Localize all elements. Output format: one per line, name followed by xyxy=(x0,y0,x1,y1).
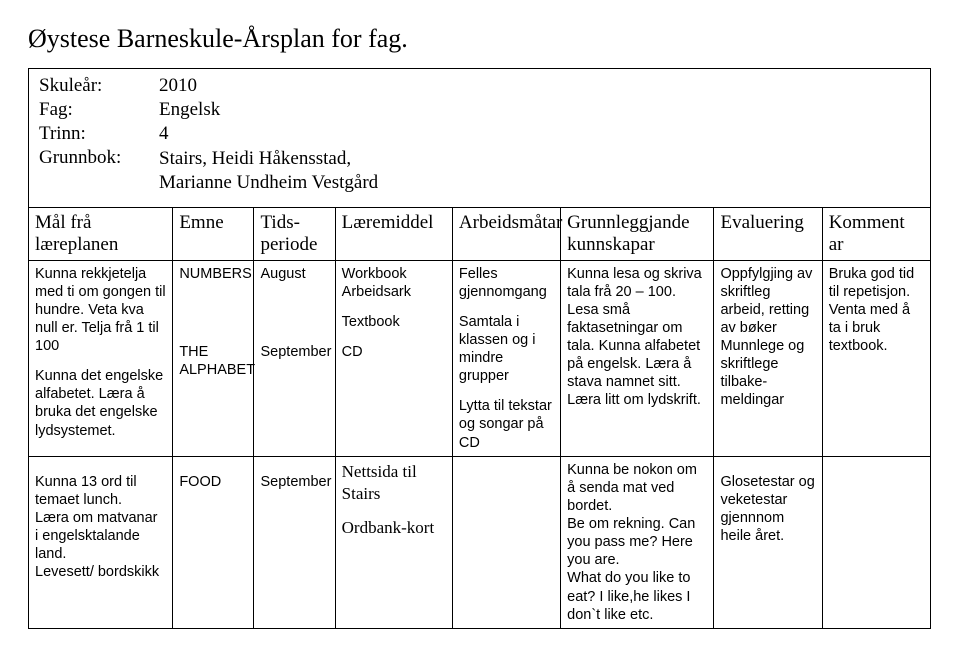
cell-emne-2: FOOD xyxy=(173,456,254,628)
laere2-b: Ordbank-kort xyxy=(342,517,446,539)
th-komm-l2: ar xyxy=(829,234,844,255)
plan-table: Mål frå læreplanen Emne Tids- periode Læ… xyxy=(28,207,931,629)
table-row: Kunna 13 ord til temaet lunch. Læra om m… xyxy=(29,456,931,628)
th-tids-l1: Tids- xyxy=(260,212,299,233)
meta-block: Skuleår: 2010 Fag: Engelsk Trinn: 4 Grun… xyxy=(28,68,931,207)
arb1-c: Lytta til tekstar og songar på CD xyxy=(459,397,554,451)
tids2: September xyxy=(260,473,328,491)
th-evaluering: Evaluering xyxy=(714,207,822,260)
arb1-b: Samtala i klassen og i mindre grupper xyxy=(459,313,554,386)
th-komment: Komment ar xyxy=(822,207,930,260)
table-header-row: Mål frå læreplanen Emne Tids- periode Læ… xyxy=(29,207,931,260)
meta-value-trinn: 4 xyxy=(159,123,169,145)
maal1-text-b: Kunna det engelske alfabetet. Læra å bru… xyxy=(35,367,166,440)
grunn2-a: Kunna be nokon om å senda mat ved bordet… xyxy=(567,461,707,515)
table-row: Kunna rekkjetelja med ti om gongen til h… xyxy=(29,260,931,456)
th-arbeidsmatar: Arbeidsmåtar xyxy=(452,207,560,260)
th-maal: Mål frå læreplanen xyxy=(29,207,173,260)
th-grunn: Grunnleggjande kunnskapar xyxy=(561,207,714,260)
meta-label-grunnbok: Grunnbok: xyxy=(39,147,159,195)
emne1-a: NUMBERS xyxy=(179,265,247,283)
arb1-a: Felles gjennomgang xyxy=(459,265,554,301)
cell-maal-1: Kunna rekkjetelja med ti om gongen til h… xyxy=(29,260,173,456)
tids1-a: August xyxy=(260,265,328,283)
maal2-b: Læra om matvanar xyxy=(35,509,166,527)
eval2: Glosetestar og veketestar gjennnom heile… xyxy=(720,473,815,546)
meta-value-skulear: 2010 xyxy=(159,75,197,97)
komm1: Bruka god tid til repetisjon. Venta med … xyxy=(829,265,924,356)
grunn2-b: Be om rekning. Can you pass me? Here you… xyxy=(567,515,707,569)
grunnbok-line1: Stairs, Heidi Håkensstad, xyxy=(159,148,351,169)
cell-emne-1: NUMBERS THE ALPHABET xyxy=(173,260,254,456)
laere1-b: Arbeidsark xyxy=(342,283,446,301)
laere1-a: Workbook xyxy=(342,265,446,283)
cell-arb-1: Felles gjennomgang Samtala i klassen og … xyxy=(452,260,560,456)
th-tids-l2: periode xyxy=(260,234,317,255)
th-tids: Tids- periode xyxy=(254,207,335,260)
grunn1: Kunna lesa og skriva tala frå 20 – 100. … xyxy=(567,265,707,410)
meta-value-grunnbok: Stairs, Heidi Håkensstad, Marianne Undhe… xyxy=(159,147,378,195)
th-laeremiddel: Læremiddel xyxy=(335,207,452,260)
cell-tids-1: August September xyxy=(254,260,335,456)
laere1-d: CD xyxy=(342,343,446,361)
maal1-text-a: Kunna rekkjetelja med ti om gongen til h… xyxy=(35,265,166,356)
cell-arb-2 xyxy=(452,456,560,628)
cell-komm-2 xyxy=(822,456,930,628)
eval1: Oppfylgjing av skriftleg arbeid, retting… xyxy=(720,265,815,410)
grunnbok-line2: Marianne Undheim Vestgård xyxy=(159,172,378,193)
cell-grunn-2: Kunna be nokon om å senda mat ved bordet… xyxy=(561,456,714,628)
th-komm-l1: Komment xyxy=(829,212,905,233)
meta-label-fag: Fag: xyxy=(39,99,159,121)
meta-value-fag: Engelsk xyxy=(159,99,220,121)
meta-label-trinn: Trinn: xyxy=(39,123,159,145)
grunn2-c: What do you like to eat? I like,he likes… xyxy=(567,569,707,623)
cell-komm-1: Bruka god tid til repetisjon. Venta med … xyxy=(822,260,930,456)
page-title: Øystese Barneskule-Årsplan for fag. xyxy=(28,24,931,54)
maal2-d: Levesett/ bordskikk xyxy=(35,563,166,581)
cell-maal-2: Kunna 13 ord til temaet lunch. Læra om m… xyxy=(29,456,173,628)
cell-laere-2: Nettsida til Stairs Ordbank-kort xyxy=(335,456,452,628)
cell-tids-2: September xyxy=(254,456,335,628)
emne2: FOOD xyxy=(179,473,247,491)
th-grunn-l2: kunnskapar xyxy=(567,234,655,255)
th-emne: Emne xyxy=(173,207,254,260)
cell-eval-2: Glosetestar og veketestar gjennnom heile… xyxy=(714,456,822,628)
cell-grunn-1: Kunna lesa og skriva tala frå 20 – 100. … xyxy=(561,260,714,456)
laere1-c: Textbook xyxy=(342,313,446,331)
maal2-c: i engelsktalande land. xyxy=(35,527,166,563)
th-grunn-l1: Grunnleggjande xyxy=(567,212,689,233)
laere2-a: Nettsida til Stairs xyxy=(342,461,446,505)
cell-eval-1: Oppfylgjing av skriftleg arbeid, retting… xyxy=(714,260,822,456)
cell-laere-1: Workbook Arbeidsark Textbook CD xyxy=(335,260,452,456)
emne1-b: THE ALPHABET xyxy=(179,343,247,379)
tids1-b: September xyxy=(260,343,328,361)
meta-label-skulear: Skuleår: xyxy=(39,75,159,97)
maal2-a: Kunna 13 ord til temaet lunch. xyxy=(35,473,166,509)
